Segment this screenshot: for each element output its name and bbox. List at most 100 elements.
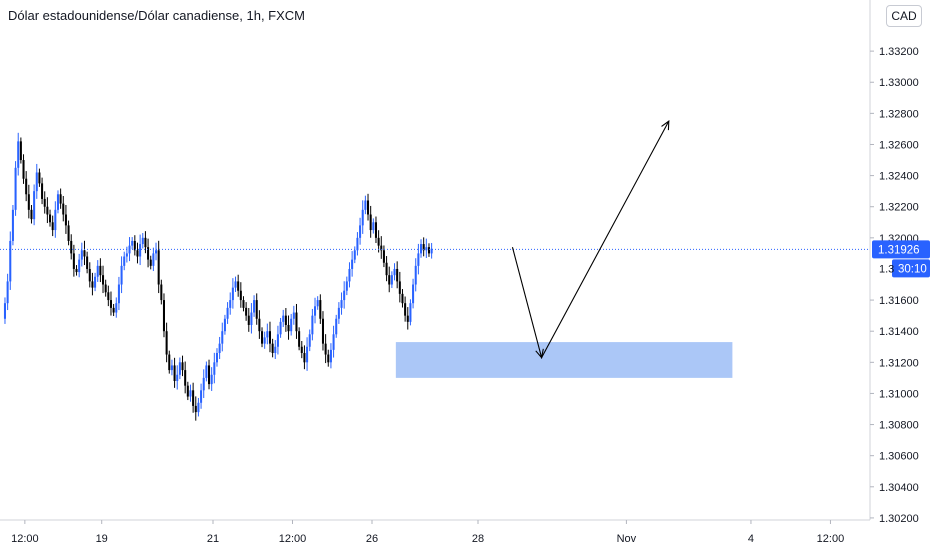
- candle[interactable]: [237, 274, 240, 297]
- candle[interactable]: [311, 308, 314, 341]
- candle[interactable]: [414, 258, 417, 292]
- candle[interactable]: [393, 263, 396, 281]
- candle[interactable]: [96, 260, 99, 282]
- candle[interactable]: [231, 278, 234, 309]
- candle[interactable]: [266, 323, 269, 345]
- candle[interactable]: [17, 132, 20, 176]
- candle[interactable]: [173, 357, 176, 388]
- candle[interactable]: [70, 234, 73, 260]
- candle[interactable]: [91, 272, 94, 296]
- candle[interactable]: [401, 289, 404, 308]
- candle[interactable]: [178, 357, 181, 380]
- candle[interactable]: [197, 397, 200, 417]
- candle[interactable]: [242, 296, 245, 312]
- candle[interactable]: [43, 191, 46, 214]
- candle[interactable]: [364, 195, 367, 215]
- candle[interactable]: [367, 193, 370, 221]
- candle[interactable]: [112, 303, 115, 317]
- candle[interactable]: [78, 253, 81, 278]
- candle[interactable]: [321, 311, 324, 351]
- candle[interactable]: [295, 303, 298, 339]
- candle[interactable]: [6, 273, 9, 311]
- candle[interactable]: [345, 276, 348, 296]
- candle[interactable]: [165, 322, 168, 363]
- candle[interactable]: [253, 295, 256, 317]
- candle[interactable]: [425, 238, 428, 258]
- candle[interactable]: [155, 242, 158, 261]
- candle[interactable]: [263, 331, 266, 349]
- candle[interactable]: [417, 243, 420, 275]
- candle[interactable]: [168, 350, 171, 374]
- candle[interactable]: [14, 161, 17, 216]
- candle[interactable]: [160, 279, 163, 305]
- candle[interactable]: [298, 327, 301, 351]
- candle[interactable]: [144, 231, 147, 254]
- candle[interactable]: [239, 282, 242, 308]
- candle[interactable]: [22, 154, 25, 184]
- candle[interactable]: [147, 238, 150, 268]
- candle[interactable]: [107, 285, 110, 307]
- candle[interactable]: [64, 205, 67, 234]
- candle[interactable]: [131, 237, 134, 250]
- candle[interactable]: [62, 195, 65, 222]
- candle[interactable]: [382, 245, 385, 268]
- candle[interactable]: [194, 396, 197, 421]
- candle[interactable]: [340, 292, 343, 315]
- candle[interactable]: [117, 276, 120, 311]
- candle[interactable]: [136, 242, 139, 264]
- candle[interactable]: [88, 262, 91, 288]
- candle[interactable]: [51, 215, 54, 237]
- candle[interactable]: [276, 325, 279, 355]
- candle[interactable]: [314, 297, 317, 324]
- candle[interactable]: [245, 302, 248, 321]
- candle[interactable]: [33, 184, 36, 226]
- candle[interactable]: [9, 231, 12, 290]
- price-axis[interactable]: 1.30200 1.30400 1.30600 1.30800 1.31000 1.312…: [870, 46, 919, 525]
- candle[interactable]: [306, 337, 309, 371]
- candle[interactable]: [38, 168, 41, 187]
- candle[interactable]: [202, 369, 205, 399]
- candle[interactable]: [176, 365, 179, 390]
- candle[interactable]: [67, 220, 70, 246]
- candle[interactable]: [35, 163, 38, 199]
- time-axis[interactable]: 12:00 19 21 12:00 26 28 Nov 4 12:00: [11, 520, 844, 545]
- candle[interactable]: [271, 338, 274, 358]
- candle[interactable]: [412, 278, 415, 309]
- candle[interactable]: [229, 292, 232, 315]
- candle[interactable]: [324, 334, 327, 364]
- candle[interactable]: [247, 308, 250, 332]
- candle[interactable]: [27, 184, 30, 219]
- candle[interactable]: [200, 383, 203, 409]
- candle[interactable]: [115, 297, 118, 318]
- candle[interactable]: [205, 361, 208, 382]
- projection-arrow[interactable]: [511, 120, 670, 360]
- candle[interactable]: [255, 293, 258, 325]
- candle[interactable]: [210, 367, 213, 391]
- candle[interactable]: [234, 276, 237, 292]
- candle[interactable]: [162, 293, 165, 338]
- candle[interactable]: [430, 242, 433, 259]
- candle[interactable]: [422, 237, 425, 257]
- candle[interactable]: [133, 235, 136, 256]
- candle[interactable]: [75, 265, 78, 276]
- candle[interactable]: [215, 348, 218, 367]
- candle[interactable]: [292, 305, 295, 325]
- candle[interactable]: [56, 190, 59, 214]
- candle[interactable]: [303, 345, 306, 370]
- candle[interactable]: [226, 302, 229, 324]
- candle[interactable]: [213, 352, 216, 384]
- candle[interactable]: [261, 327, 264, 348]
- candle[interactable]: [46, 197, 49, 224]
- candle[interactable]: [59, 188, 62, 209]
- candle[interactable]: [351, 251, 354, 277]
- candle[interactable]: [170, 359, 173, 376]
- candle[interactable]: [86, 251, 89, 274]
- candle[interactable]: [398, 271, 401, 303]
- candle[interactable]: [104, 279, 107, 297]
- candle[interactable]: [377, 230, 380, 253]
- candle[interactable]: [181, 355, 184, 377]
- candle[interactable]: [192, 382, 195, 413]
- candle[interactable]: [258, 310, 261, 339]
- candle[interactable]: [120, 256, 123, 294]
- candle[interactable]: [218, 336, 221, 360]
